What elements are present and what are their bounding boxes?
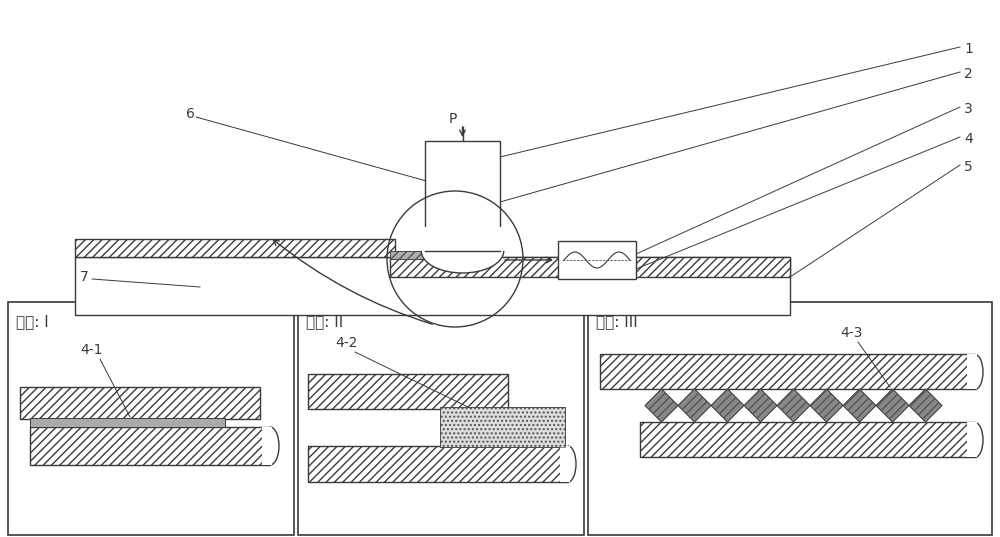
Text: 方案: I: 方案: I xyxy=(16,314,49,329)
Text: 1: 1 xyxy=(964,42,973,56)
Bar xyxy=(262,427,272,465)
Polygon shape xyxy=(777,389,810,422)
Bar xyxy=(390,257,790,277)
Bar xyxy=(440,407,565,447)
Bar xyxy=(600,354,975,389)
Bar xyxy=(75,239,395,257)
Bar xyxy=(75,257,790,315)
Bar xyxy=(308,374,508,409)
Polygon shape xyxy=(909,389,942,422)
Bar xyxy=(967,422,977,457)
Polygon shape xyxy=(843,389,876,422)
Bar xyxy=(600,354,975,389)
Text: 方案: III: 方案: III xyxy=(596,314,638,329)
Bar xyxy=(390,251,445,259)
Text: 4-3: 4-3 xyxy=(840,326,862,340)
Bar xyxy=(640,422,975,457)
Text: 4: 4 xyxy=(964,132,973,146)
Bar xyxy=(308,446,568,482)
Text: 4-1: 4-1 xyxy=(80,343,103,357)
Text: 3: 3 xyxy=(964,102,973,116)
Bar xyxy=(308,446,568,482)
Text: 2: 2 xyxy=(964,67,973,81)
Bar xyxy=(20,387,260,419)
Text: 7: 7 xyxy=(80,270,89,284)
Polygon shape xyxy=(678,389,711,422)
Text: P: P xyxy=(448,112,457,126)
Bar xyxy=(390,251,445,259)
Bar xyxy=(440,407,565,447)
Bar xyxy=(298,302,584,535)
Bar xyxy=(425,141,500,251)
Bar xyxy=(588,302,992,535)
Polygon shape xyxy=(876,389,909,422)
Ellipse shape xyxy=(421,229,504,273)
Bar xyxy=(420,227,505,251)
Bar xyxy=(390,257,790,277)
Text: 6: 6 xyxy=(186,107,195,121)
Polygon shape xyxy=(810,389,843,422)
Polygon shape xyxy=(645,389,678,422)
Bar xyxy=(75,239,395,257)
Text: 4-2: 4-2 xyxy=(335,336,357,350)
Bar xyxy=(640,422,975,457)
Text: 方案: II: 方案: II xyxy=(306,314,343,329)
Bar xyxy=(560,446,570,482)
Bar xyxy=(558,241,636,279)
Bar xyxy=(30,418,225,427)
Bar xyxy=(20,387,260,419)
Bar xyxy=(8,302,294,535)
Polygon shape xyxy=(711,389,744,422)
Text: 5: 5 xyxy=(964,160,973,174)
Bar xyxy=(308,374,508,409)
Bar xyxy=(30,427,270,465)
Bar xyxy=(30,427,270,465)
Polygon shape xyxy=(744,389,777,422)
Bar xyxy=(967,354,977,389)
